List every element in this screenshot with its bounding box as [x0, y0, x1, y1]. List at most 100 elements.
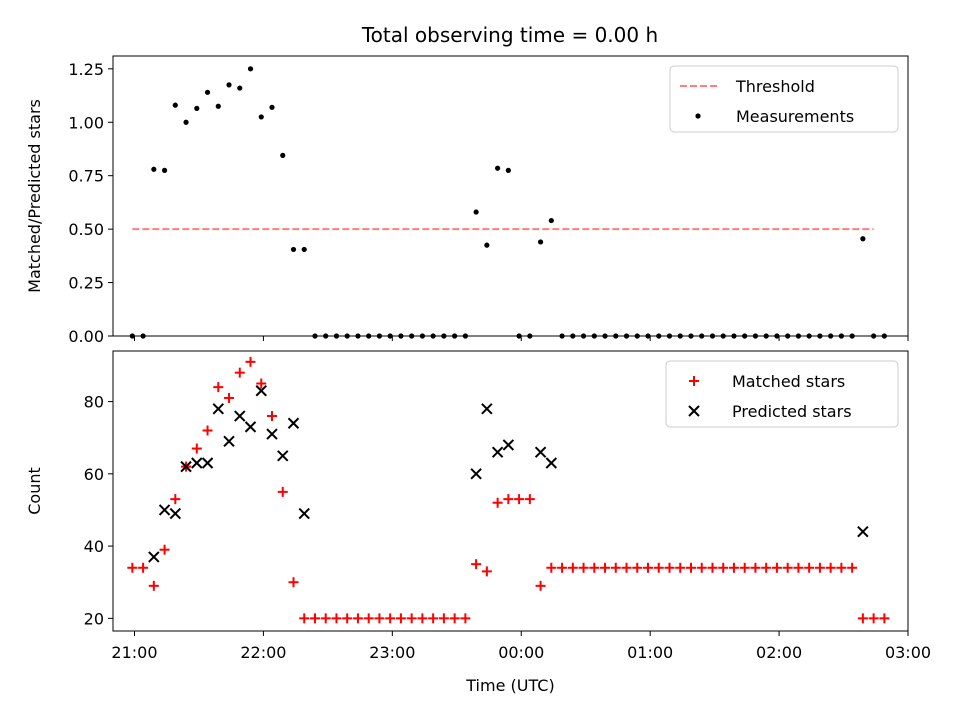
measurement-point: [505, 167, 511, 173]
matched-star-point: [471, 559, 482, 570]
measurement-point: [763, 333, 769, 339]
x-b: [255, 385, 267, 397]
measurement-point: [312, 333, 318, 339]
matched-star-point: [374, 613, 385, 624]
matched-star-point: [138, 562, 149, 573]
matched-star-point: [675, 562, 686, 573]
measurement-point: [656, 333, 662, 339]
legend-label: Matched stars: [732, 372, 845, 391]
x-b: [287, 417, 300, 429]
measurement-point: [527, 333, 533, 339]
matched-star-point: [761, 562, 772, 573]
matched-star-point: [847, 562, 858, 573]
measurement-point: [258, 114, 264, 120]
matched-star-point: [739, 562, 750, 573]
measurement-point: [419, 333, 426, 339]
predicted-star-point: [169, 507, 182, 520]
matched-star-point: [814, 562, 825, 573]
measurement-point: [548, 217, 554, 224]
x-tick-label: 22:00: [240, 643, 286, 662]
matched-star-point: [632, 562, 643, 573]
matched-star-point: [342, 613, 353, 624]
matched-star-point: [299, 613, 310, 624]
matched-star-point: [170, 494, 181, 505]
measurement-point: [462, 333, 468, 339]
x-b: [234, 410, 246, 422]
y-tick-label: 0.75: [68, 167, 104, 186]
x-tick-label: 02:00: [756, 643, 802, 662]
measurement-point: [204, 89, 211, 95]
measurement-point: [344, 333, 350, 339]
matched-star-point: [267, 411, 277, 422]
matched-star-point: [524, 494, 535, 505]
x-tick-label: 00:00: [498, 643, 544, 662]
measurement-point: [183, 119, 189, 125]
matched-star-point: [352, 613, 363, 624]
matched-star-point: [718, 562, 729, 573]
x-b: [201, 457, 214, 469]
measurement-point: [161, 167, 168, 173]
measurement-point: [860, 236, 866, 242]
predicted-star-point: [255, 385, 267, 397]
matched-star-point: [256, 378, 267, 389]
x-b: [191, 457, 203, 469]
predicted-star-point: [470, 468, 482, 480]
y-tick-label: 0.25: [68, 274, 104, 293]
measurement-point: [699, 333, 705, 339]
matched-star-point: [771, 562, 782, 573]
x-b: [148, 551, 160, 563]
measurement-point: [484, 242, 490, 248]
predicted-star-point: [545, 457, 558, 469]
matched-star-point: [578, 562, 589, 573]
y-tick-label: 40: [84, 537, 104, 556]
matched-star-point: [535, 580, 546, 591]
matched-star-point: [159, 544, 170, 555]
measurement-point: [151, 166, 157, 172]
measurement-point: [355, 333, 361, 339]
predicted-star-point: [234, 410, 246, 422]
matched-star-point: [127, 562, 138, 573]
measurement-point: [333, 333, 340, 339]
measurement-point: [570, 333, 576, 339]
matched-star-point: [395, 613, 406, 624]
measurement-point: [495, 165, 501, 171]
matched-star-point: [363, 613, 374, 624]
predicted-star-point: [287, 417, 300, 429]
measurement-point: [280, 152, 286, 158]
x-b: [212, 403, 224, 415]
predicted-star-point: [534, 446, 547, 458]
measurement-point: [806, 333, 812, 339]
x-tick-label: 21:00: [111, 643, 157, 662]
measurement-point: [623, 333, 630, 339]
x-tick-label: 03:00: [885, 643, 931, 662]
measurement-point: [237, 85, 243, 91]
matched-star-point: [309, 613, 320, 624]
predicted-star-point: [298, 507, 310, 520]
axes-frame: [112, 350, 909, 632]
measurement-point: [817, 333, 823, 339]
matched-star-point: [406, 613, 417, 624]
measurement-point: [172, 102, 178, 108]
measurement-point: [752, 333, 759, 339]
predicted-star-point: [857, 525, 869, 538]
predicted-star-point: [277, 450, 289, 462]
measurement-point: [666, 333, 673, 339]
matched-star-point: [438, 613, 449, 624]
legend-label: Predicted stars: [732, 402, 852, 421]
measurement-point: [387, 333, 393, 339]
predicted-star-point: [266, 428, 278, 440]
measurement-point: [559, 333, 565, 339]
matched-star-point: [245, 356, 256, 367]
x-b: [491, 446, 504, 458]
legend-frame: [665, 360, 899, 428]
y-tick-label: 0.50: [68, 220, 104, 239]
x-tick-label: 01:00: [627, 643, 673, 662]
matched-star-point: [567, 562, 578, 573]
y-tick-label: 60: [84, 465, 104, 484]
measurement-point: [473, 209, 479, 215]
matched-star-point: [610, 562, 621, 573]
matched-star-point: [589, 562, 600, 573]
x-b: [857, 525, 869, 538]
measurement-point: [398, 333, 404, 339]
